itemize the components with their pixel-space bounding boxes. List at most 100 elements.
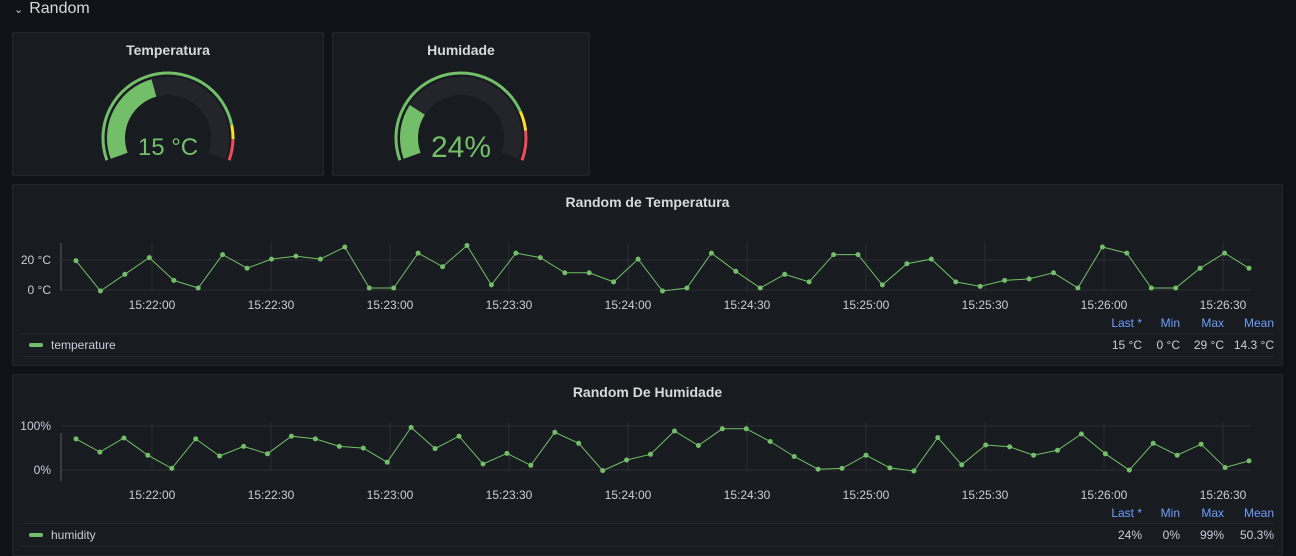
data-point[interactable] xyxy=(719,426,725,432)
data-point[interactable] xyxy=(146,255,152,261)
data-point[interactable] xyxy=(440,264,446,270)
data-point[interactable] xyxy=(217,453,223,459)
data-point[interactable] xyxy=(648,451,653,457)
data-point[interactable] xyxy=(408,424,414,430)
data-point[interactable] xyxy=(312,436,318,442)
data-point[interactable] xyxy=(464,243,470,248)
data-point[interactable] xyxy=(391,285,397,291)
data-point[interactable] xyxy=(586,270,592,276)
data-point[interactable] xyxy=(855,252,861,258)
data-point[interactable] xyxy=(635,256,641,262)
data-point[interactable] xyxy=(193,436,199,442)
data-point[interactable] xyxy=(611,279,617,285)
data-point[interactable] xyxy=(904,261,910,267)
data-point[interactable] xyxy=(863,452,869,458)
data-point[interactable] xyxy=(791,454,797,459)
data-point[interactable] xyxy=(366,285,372,291)
data-point[interactable] xyxy=(1002,277,1008,283)
data-point[interactable] xyxy=(220,252,226,258)
data-point[interactable] xyxy=(288,433,294,439)
data-point[interactable] xyxy=(708,250,714,256)
data-point[interactable] xyxy=(317,256,323,262)
data-point[interactable] xyxy=(839,465,845,471)
legend-header-last[interactable]: Last * xyxy=(1111,506,1142,520)
data-point[interactable] xyxy=(879,282,885,288)
timeseries-chart-humidade[interactable]: 100% 0% 15:22:00 15:22:30 15:23:00 15:23:30 15… xyxy=(13,375,1282,505)
data-point[interactable] xyxy=(1102,451,1108,457)
data-point[interactable] xyxy=(1026,276,1032,282)
timeseries-chart-temperatura[interactable]: 20 °C 0 °C 15:22:00 15:22:30 15:23:00 15:23:3… xyxy=(13,185,1282,315)
data-point[interactable] xyxy=(513,250,519,256)
data-point[interactable] xyxy=(269,256,274,262)
data-point[interactable] xyxy=(928,256,934,262)
data-point[interactable] xyxy=(528,462,534,468)
data-point[interactable] xyxy=(1148,285,1154,291)
data-point[interactable] xyxy=(384,459,390,465)
data-point[interactable] xyxy=(695,443,701,448)
legend-header-mean[interactable]: Mean xyxy=(1243,316,1274,330)
data-point[interactable] xyxy=(1197,265,1203,271)
data-point[interactable] xyxy=(171,277,177,283)
data-point[interactable] xyxy=(480,461,486,467)
data-point[interactable] xyxy=(1150,440,1156,446)
data-point[interactable] xyxy=(576,440,582,446)
data-point[interactable] xyxy=(831,252,837,258)
legend-header-last[interactable]: Last * xyxy=(1111,316,1142,330)
data-point[interactable] xyxy=(537,255,543,261)
data-point[interactable] xyxy=(911,468,917,474)
data-point[interactable] xyxy=(815,466,821,472)
legend-header-max[interactable]: Max xyxy=(1201,506,1224,520)
data-point[interactable] xyxy=(1031,452,1037,458)
data-point[interactable] xyxy=(624,457,630,463)
data-point[interactable] xyxy=(600,468,606,474)
data-point[interactable] xyxy=(360,445,366,451)
data-point[interactable] xyxy=(1124,250,1130,256)
data-point[interactable] xyxy=(504,450,510,456)
data-point[interactable] xyxy=(336,443,342,449)
data-point[interactable] xyxy=(1246,265,1252,271)
data-point[interactable] xyxy=(1051,270,1056,276)
data-point[interactable] xyxy=(767,439,773,444)
legend-header-min[interactable]: Min xyxy=(1160,506,1180,520)
data-point[interactable] xyxy=(1222,465,1228,470)
data-point[interactable] xyxy=(432,446,438,452)
data-point[interactable] xyxy=(1078,431,1084,437)
data-point[interactable] xyxy=(169,465,175,471)
data-point[interactable] xyxy=(1075,285,1081,291)
data-point[interactable] xyxy=(195,285,201,291)
data-point[interactable] xyxy=(293,253,299,259)
data-point[interactable] xyxy=(73,258,79,264)
data-point[interactable] xyxy=(265,451,270,457)
data-point[interactable] xyxy=(660,288,665,294)
data-point[interactable] xyxy=(97,288,103,294)
data-point[interactable] xyxy=(782,271,788,277)
data-point[interactable] xyxy=(415,250,421,256)
data-point[interactable] xyxy=(145,452,151,458)
legend-row[interactable]: temperature 15 °C 0 °C 29 °C 14.3 °C xyxy=(21,334,1274,357)
legend-header-max[interactable]: Max xyxy=(1201,316,1224,330)
legend-header-mean[interactable]: Mean xyxy=(1243,506,1274,520)
data-point[interactable] xyxy=(733,268,739,274)
data-point[interactable] xyxy=(959,462,965,468)
data-point[interactable] xyxy=(562,270,568,276)
data-point[interactable] xyxy=(488,282,494,288)
data-point[interactable] xyxy=(552,429,558,435)
data-point[interactable] xyxy=(1222,250,1228,256)
data-point[interactable] xyxy=(743,426,749,432)
data-point[interactable] xyxy=(456,433,462,439)
legend-header-min[interactable]: Min xyxy=(1160,316,1180,330)
data-point[interactable] xyxy=(757,285,763,291)
legend-series-name[interactable]: humidity xyxy=(51,528,96,542)
data-point[interactable] xyxy=(977,283,983,289)
data-point[interactable] xyxy=(1055,447,1060,453)
data-point[interactable] xyxy=(1173,285,1179,291)
data-point[interactable] xyxy=(1126,467,1132,473)
data-point[interactable] xyxy=(73,436,79,442)
data-point[interactable] xyxy=(121,435,127,441)
data-point[interactable] xyxy=(806,279,812,285)
legend-row[interactable]: humidity 24% 0% 99% 50.3% xyxy=(21,524,1274,547)
legend-series-name[interactable]: temperature xyxy=(51,338,116,352)
data-point[interactable] xyxy=(684,285,690,291)
data-point[interactable] xyxy=(1007,444,1013,450)
data-point[interactable] xyxy=(887,465,893,471)
